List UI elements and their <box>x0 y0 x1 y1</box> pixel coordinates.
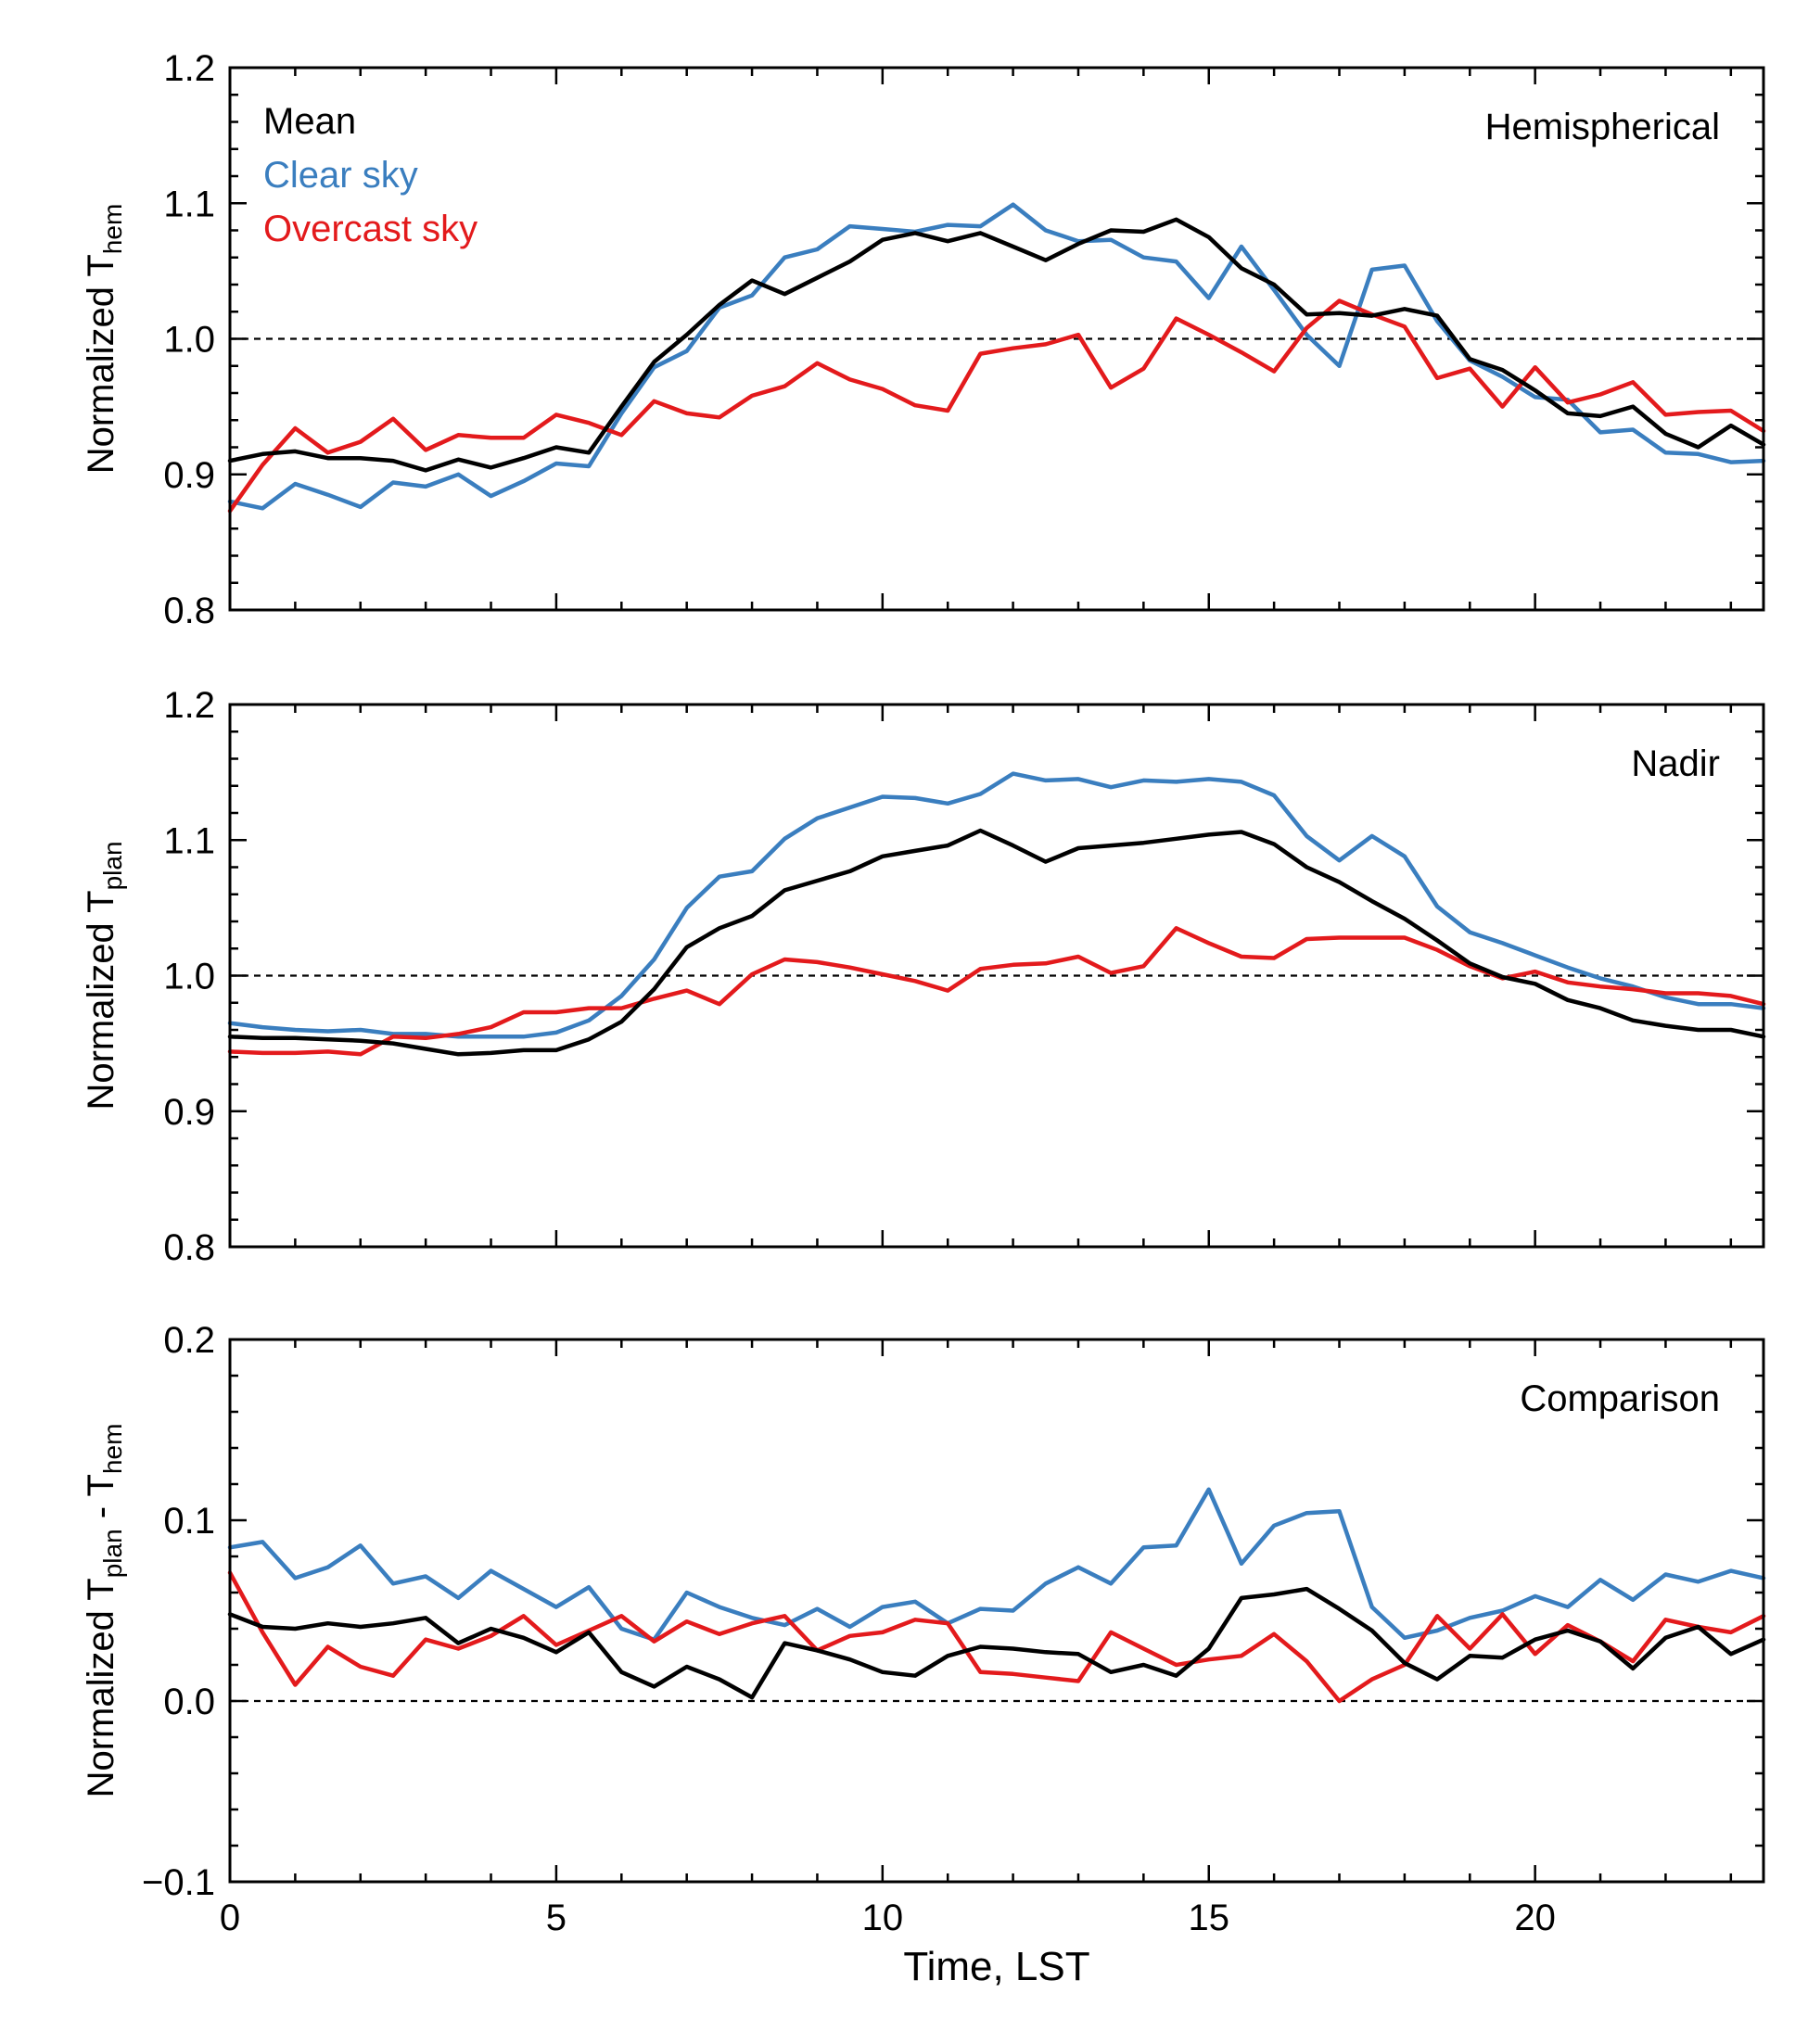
x-axis-label: Time, LST <box>903 1944 1089 1989</box>
x-tick-label: 10 <box>862 1898 904 1938</box>
panel-2-series <box>227 771 1766 1057</box>
panel-nadir: 0.8 0.9 1.0 1.1 1.2 Nadir Normalized Tplan <box>81 685 1766 1268</box>
series-line-clear <box>227 202 1766 511</box>
panel-comparison: −0.1 0.0 0.1 0.2 0 5 10 15 20 Comparison Normali… <box>81 1320 1766 1989</box>
panel-2-ylabel: Normalized Tplan <box>81 841 127 1110</box>
series-line-overcast <box>227 926 1766 1057</box>
y-tick-label: 1.1 <box>163 184 215 224</box>
panel-3-title: Comparison <box>1520 1378 1720 1419</box>
panel-hemispherical: 0.8 0.9 1.0 1.1 1.2 Hemispherical Normalized… <box>81 48 1766 631</box>
y-tick-label: −0.1 <box>142 1862 215 1903</box>
panel-1-ylabel-sub: hem <box>98 204 127 254</box>
legend-clear-sky: Clear sky <box>263 155 418 196</box>
x-tick-label: 20 <box>1514 1898 1556 1938</box>
panel-3-tick-labels: −0.1 0.0 0.1 0.2 0 5 10 15 20 <box>142 1320 1556 1938</box>
y-tick-label: 0.8 <box>163 590 215 631</box>
panel-1-ylabel: Normalized Them <box>81 204 127 475</box>
panel-1-frame <box>228 66 1765 612</box>
y-tick-label: 0.8 <box>163 1227 215 1268</box>
series-line-mean <box>227 1586 1766 1700</box>
y-tick-label: 1.2 <box>163 685 215 726</box>
panel-3-series <box>227 1487 1766 1704</box>
panel-3-ylabel-mid: - T <box>81 1474 121 1529</box>
legend-mean: Mean <box>263 101 356 142</box>
series-line-overcast <box>227 1570 1766 1704</box>
series-line-clear <box>227 1487 1766 1642</box>
legend: Mean Clear sky Overcast sky <box>263 101 477 249</box>
y-tick-label: 1.1 <box>163 820 215 861</box>
x-tick-label: 0 <box>220 1898 240 1938</box>
panel-2-ylabel-prefix: Normalized T <box>81 890 121 1110</box>
panel-3-ylabel-sub2: hem <box>98 1424 127 1474</box>
panel-1-series <box>227 202 1766 514</box>
series-line-clear <box>227 771 1766 1039</box>
panel-2-title: Nadir <box>1631 743 1720 784</box>
y-tick-label: 0.9 <box>163 455 215 496</box>
legend-overcast-sky: Overcast sky <box>263 209 477 249</box>
panel-3-ylabel-prefix: Normalized T <box>81 1578 121 1797</box>
y-tick-label: 1.0 <box>163 957 215 997</box>
series-line-mean <box>227 828 1766 1057</box>
panel-1-tick-labels: 0.8 0.9 1.0 1.1 1.2 <box>163 48 215 631</box>
panel-2-frame <box>228 703 1765 1249</box>
y-tick-label: 0.9 <box>163 1092 215 1133</box>
series-line-mean <box>227 217 1766 473</box>
panel-2-ylabel-sub: plan <box>98 841 127 890</box>
series-line-overcast <box>227 298 1766 514</box>
y-tick-label: 0.1 <box>163 1501 215 1542</box>
x-tick-label: 5 <box>546 1898 567 1938</box>
panel-1-title: Hemispherical <box>1485 107 1720 147</box>
panel-1-ylabel-prefix: Normalized T <box>81 254 121 474</box>
x-tick-label: 15 <box>1188 1898 1229 1938</box>
panel-3-ylabel-sub1: plan <box>98 1529 127 1578</box>
y-tick-label: 0.2 <box>163 1320 215 1361</box>
y-tick-label: 1.2 <box>163 48 215 89</box>
y-tick-label: 0.0 <box>163 1682 215 1722</box>
panel-3-ylabel: Normalized Tplan - Them <box>81 1424 127 1798</box>
panel-3-frame <box>228 1338 1765 1884</box>
y-tick-label: 1.0 <box>163 320 215 361</box>
panel-2-tick-labels: 0.8 0.9 1.0 1.1 1.2 <box>163 685 215 1268</box>
